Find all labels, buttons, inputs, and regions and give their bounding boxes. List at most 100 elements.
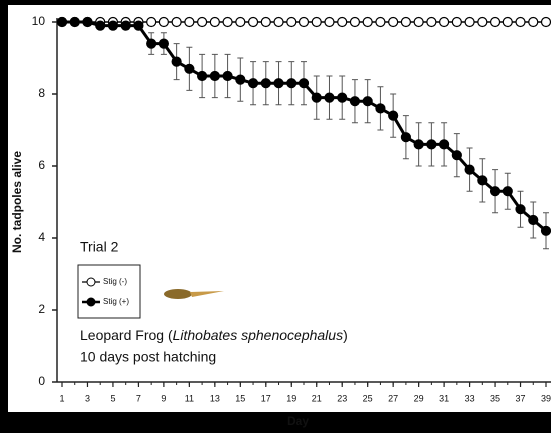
point bbox=[426, 16, 437, 28]
x-tick-label: 7 bbox=[136, 393, 141, 403]
point bbox=[107, 20, 119, 31]
point bbox=[260, 78, 271, 89]
age-note: 10 days post hatching bbox=[80, 349, 216, 365]
point bbox=[388, 16, 399, 28]
point bbox=[235, 74, 246, 85]
point bbox=[451, 16, 462, 28]
point bbox=[286, 78, 297, 89]
x-tick-label: 33 bbox=[465, 393, 475, 403]
point bbox=[375, 103, 386, 114]
x-tick-label: 21 bbox=[312, 393, 322, 403]
x-axis-label: Day bbox=[287, 414, 309, 428]
x-tick-label: 5 bbox=[110, 393, 115, 403]
point bbox=[298, 16, 310, 28]
point bbox=[477, 16, 488, 28]
point bbox=[69, 16, 80, 28]
point bbox=[337, 92, 348, 103]
x-tick-label: 39 bbox=[541, 393, 551, 403]
point bbox=[489, 16, 501, 28]
point bbox=[515, 204, 526, 215]
y-tick-label: 4 bbox=[38, 230, 45, 244]
legend-label: Stig (+) bbox=[103, 297, 129, 306]
x-tick-label: 17 bbox=[261, 393, 271, 403]
point bbox=[464, 16, 475, 28]
point bbox=[400, 16, 411, 28]
legend-marker bbox=[86, 297, 96, 307]
trial-label: Trial 2 bbox=[80, 239, 119, 255]
point bbox=[311, 16, 322, 28]
point bbox=[502, 186, 513, 197]
species-label: Leopard Frog (Lithobates sphenocephalus) bbox=[80, 327, 348, 343]
point bbox=[362, 96, 373, 107]
point bbox=[158, 16, 169, 28]
point bbox=[375, 16, 386, 28]
x-tick-label: 19 bbox=[286, 393, 296, 403]
point bbox=[146, 16, 157, 28]
tadpole-icon bbox=[164, 289, 224, 299]
x-tick-label: 1 bbox=[59, 393, 64, 403]
point bbox=[95, 20, 106, 31]
point bbox=[311, 92, 322, 103]
point bbox=[439, 139, 450, 150]
point bbox=[349, 16, 361, 28]
species-italic: Lithobates sphenocephalus bbox=[173, 327, 343, 343]
species-suffix: ) bbox=[343, 327, 348, 343]
x-tick-label: 11 bbox=[185, 393, 194, 403]
x-tick-label: 29 bbox=[414, 393, 424, 403]
point bbox=[120, 20, 131, 31]
x-tick-label: 31 bbox=[439, 393, 449, 403]
point bbox=[413, 16, 424, 28]
point bbox=[146, 38, 157, 49]
point bbox=[439, 16, 450, 28]
point bbox=[388, 110, 399, 121]
legend-marker bbox=[86, 277, 96, 287]
point bbox=[540, 16, 551, 28]
point bbox=[349, 96, 361, 107]
species-prefix: Leopard Frog ( bbox=[80, 327, 173, 343]
point bbox=[184, 16, 195, 28]
point bbox=[171, 16, 182, 28]
panel bbox=[8, 5, 551, 412]
point bbox=[528, 16, 539, 28]
point bbox=[273, 16, 284, 28]
point bbox=[515, 16, 526, 28]
point bbox=[209, 70, 220, 82]
point bbox=[222, 70, 233, 82]
series-1 bbox=[56, 16, 551, 250]
x-tick-label: 9 bbox=[161, 393, 166, 403]
point bbox=[489, 186, 501, 197]
point bbox=[260, 16, 271, 28]
point bbox=[133, 20, 144, 31]
point bbox=[247, 16, 259, 28]
x-tick-label: 23 bbox=[337, 393, 347, 403]
y-tick-label: 10 bbox=[32, 14, 46, 28]
point bbox=[209, 16, 220, 28]
point bbox=[222, 16, 233, 28]
x-tick-label: 35 bbox=[490, 393, 500, 403]
point bbox=[286, 16, 297, 28]
point bbox=[324, 16, 335, 28]
y-tick-label: 0 bbox=[38, 374, 45, 388]
point bbox=[540, 225, 551, 236]
y-tick-label: 6 bbox=[38, 158, 45, 172]
point bbox=[528, 214, 539, 226]
x-tick-label: 3 bbox=[85, 393, 90, 403]
x-tick-label: 27 bbox=[388, 393, 398, 403]
point bbox=[502, 16, 513, 28]
point bbox=[247, 78, 259, 89]
y-tick-label: 2 bbox=[38, 302, 45, 316]
x-tick-label: 13 bbox=[210, 393, 220, 403]
point bbox=[451, 150, 462, 161]
point bbox=[362, 16, 373, 28]
point bbox=[171, 56, 182, 67]
point bbox=[298, 78, 310, 89]
y-tick-label: 8 bbox=[38, 86, 45, 100]
legend-box bbox=[77, 264, 141, 319]
point bbox=[464, 164, 475, 175]
point bbox=[197, 70, 208, 82]
point bbox=[426, 139, 437, 150]
point bbox=[337, 16, 348, 28]
point bbox=[197, 16, 208, 28]
